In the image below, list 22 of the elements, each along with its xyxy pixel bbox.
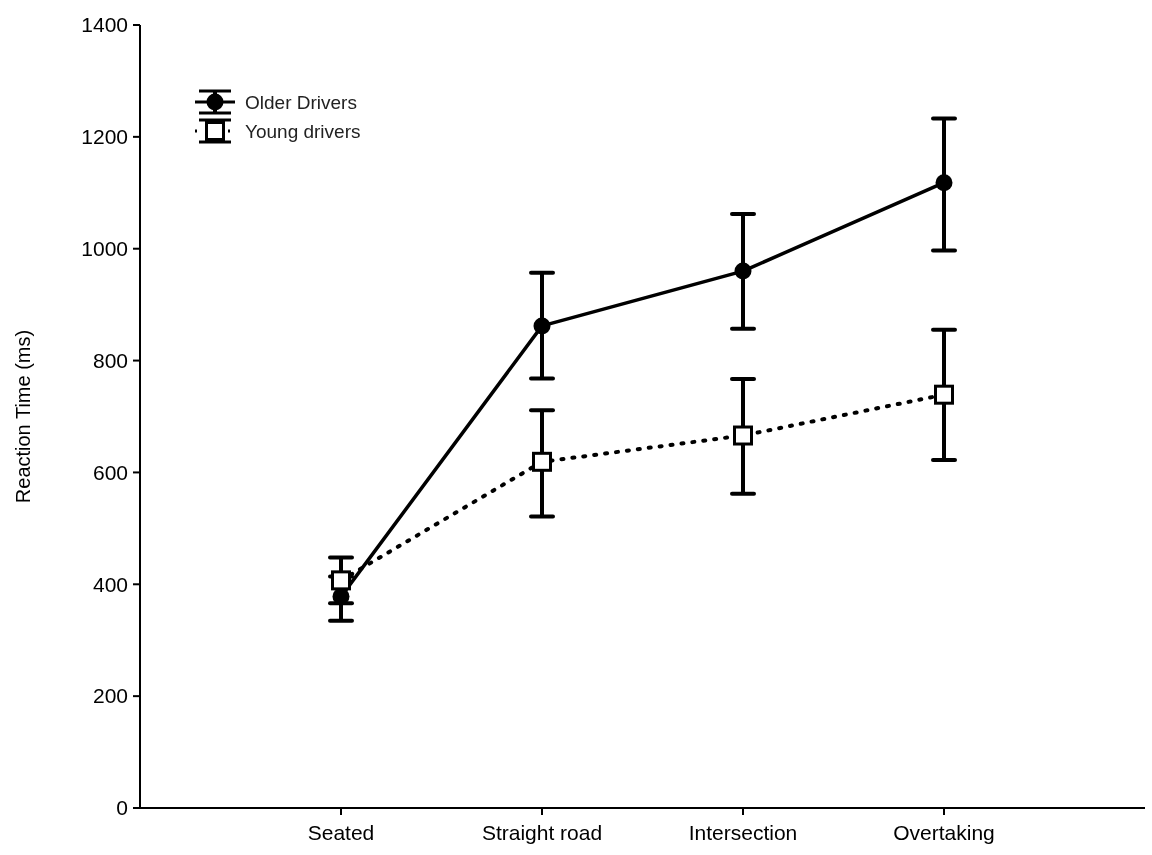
point xyxy=(331,570,351,591)
point xyxy=(935,174,953,192)
x-tick-label: Seated xyxy=(307,821,375,844)
x-tick-label: Straight road xyxy=(481,821,603,844)
y-tick-label: 1000 xyxy=(81,237,128,261)
point xyxy=(533,317,551,335)
x-tick-label: Intersection xyxy=(688,821,798,844)
legend-label: Young drivers xyxy=(245,120,361,142)
y-tick-label: 600 xyxy=(92,460,128,484)
y-tick-label: 400 xyxy=(92,572,128,596)
y-tick-label: 800 xyxy=(92,348,128,372)
y-tick-label: 1400 xyxy=(81,13,128,37)
y-tick-label: 200 xyxy=(92,684,128,708)
legend-label: Older Drivers xyxy=(245,91,357,113)
point xyxy=(733,425,753,446)
point xyxy=(934,384,954,405)
point xyxy=(532,451,552,472)
y-tick-label: 0 xyxy=(116,796,128,820)
y-axis-title: Reaction Time (ms) xyxy=(12,329,34,504)
x-tick-label: Overtaking xyxy=(893,821,995,844)
point xyxy=(734,262,752,280)
y-tick-label: 1200 xyxy=(81,125,128,149)
